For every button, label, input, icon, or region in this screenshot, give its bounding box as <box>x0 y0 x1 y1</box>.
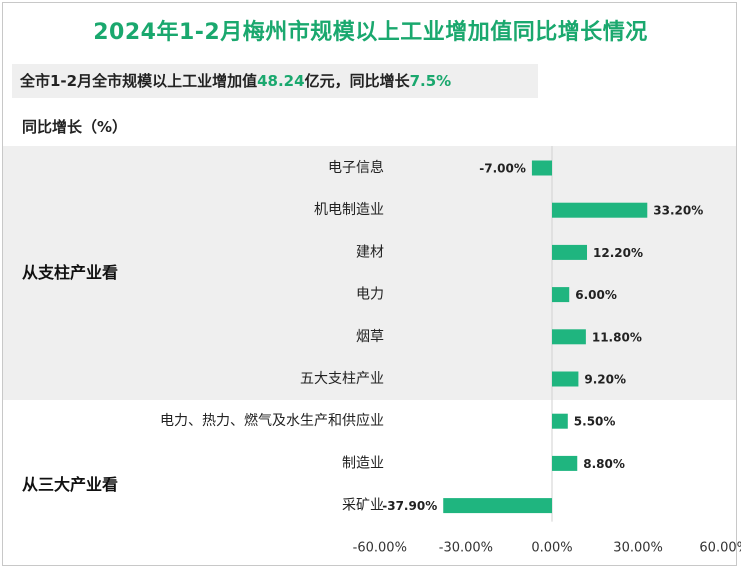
x-tick-label: 30.00% <box>613 541 663 556</box>
bar <box>552 371 579 387</box>
category-label: 电子信息 <box>328 159 384 176</box>
category-label: 采矿业 <box>342 498 384 514</box>
data-label: -7.00% <box>479 162 526 176</box>
data-label: 12.20% <box>593 246 643 260</box>
data-label: 8.80% <box>583 457 625 471</box>
summary-growth: 7.5% <box>409 72 452 90</box>
group-label: 从支柱产业看 <box>22 263 118 282</box>
category-label: 机电制造业 <box>314 202 384 218</box>
x-tick-label: -60.00% <box>353 541 407 556</box>
category-label: 电力、热力、燃气及水生产和供应业 <box>160 412 384 429</box>
data-label: 33.20% <box>653 204 703 218</box>
summary-text-2: 亿元，同比增长 <box>304 72 410 90</box>
bar <box>443 498 552 514</box>
x-tick-label: 0.00% <box>531 541 572 556</box>
summary-text-1: 全市1-2月全市规模以上工业增加值 <box>20 72 258 90</box>
summary-value: 48.24 <box>257 72 305 90</box>
bar <box>552 202 648 218</box>
bar <box>552 287 570 303</box>
group-band-background <box>3 146 736 400</box>
bar <box>552 455 578 471</box>
data-label: 6.00% <box>575 288 617 302</box>
x-tick-label: -30.00% <box>439 541 493 556</box>
bar <box>552 329 586 345</box>
bar <box>552 413 568 429</box>
data-label: 5.50% <box>574 415 616 429</box>
bar <box>531 160 552 176</box>
data-label: -37.90% <box>382 499 437 513</box>
x-tick-label: 60.00% <box>699 541 741 556</box>
category-label: 制造业 <box>342 455 384 471</box>
bar <box>552 244 588 260</box>
data-label: 9.20% <box>584 373 626 387</box>
category-label: 五大支柱产业 <box>300 371 384 387</box>
category-label: 建材 <box>356 244 384 260</box>
summary-banner: 全市1-2月全市规模以上工业增加值48.24亿元，同比增长7.5% <box>12 64 538 98</box>
data-label: 11.80% <box>592 330 642 344</box>
chart-title: 2024年1-2月梅州市规模以上工业增加值同比增长情况 <box>93 20 648 45</box>
group-label: 从三大产业看 <box>22 475 118 494</box>
category-label: 电力 <box>356 287 384 303</box>
category-label: 烟草 <box>356 329 384 345</box>
unit-label: 同比增长（%） <box>22 118 128 136</box>
